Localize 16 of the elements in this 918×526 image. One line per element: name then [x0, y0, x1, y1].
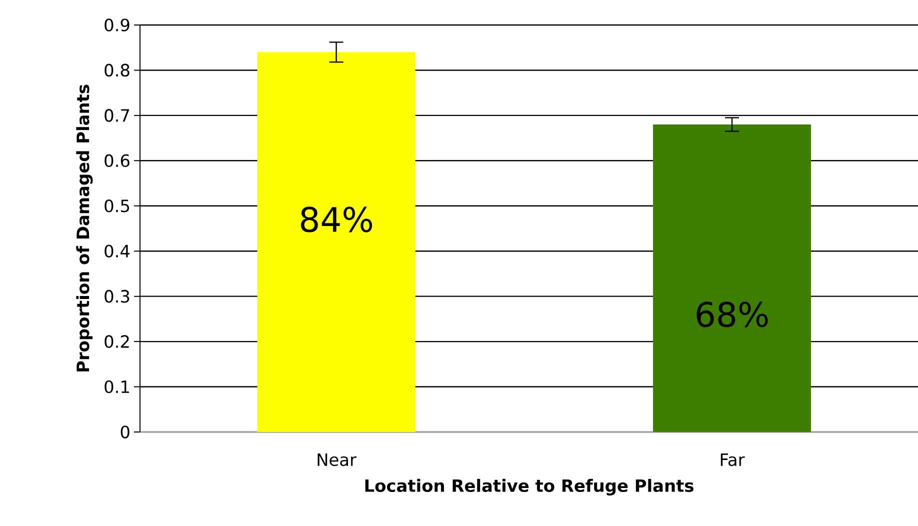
- y-tick-label: 0.4: [104, 244, 130, 258]
- y-tick-label: 0.7: [104, 109, 130, 122]
- x-tick-label: Far: [720, 454, 745, 466]
- y-tick-label: 0.3: [104, 290, 130, 303]
- data-label: 84%: [300, 206, 372, 232]
- y-tick-label: 0.8: [104, 64, 130, 77]
- y-tick-label: 0.5: [104, 199, 130, 212]
- y-tick-label: 0.1: [104, 380, 129, 394]
- x-tick-label: Near: [318, 454, 357, 466]
- x-axis-title: Location Relative to Refuge Plants: [365, 478, 694, 496]
- y-axis-title: Proportion of Damaged Plants: [76, 84, 93, 372]
- y-tick-label: 0.9: [104, 18, 130, 32]
- y-tick-label: 0: [120, 426, 130, 438]
- data-label: 68%: [696, 302, 768, 328]
- y-tick-label: 0.6: [104, 154, 130, 168]
- y-tick-label: 0.2: [104, 335, 129, 348]
